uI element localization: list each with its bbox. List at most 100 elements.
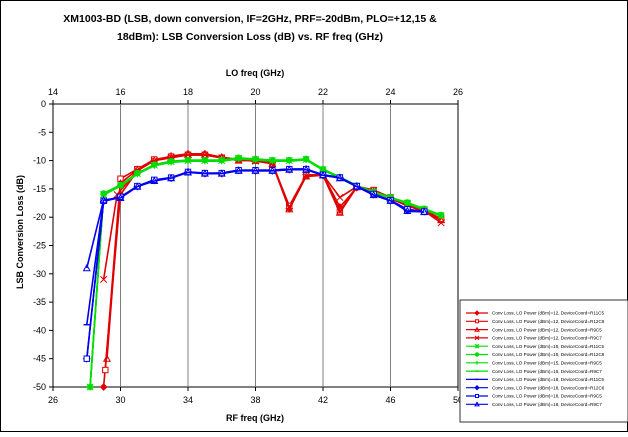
series-12-point — [403, 206, 412, 215]
y-tick-label: -45 — [33, 354, 46, 364]
series-8-line — [89, 157, 442, 388]
x2-tick-label: 24 — [385, 87, 395, 97]
series-4-point — [201, 151, 209, 159]
legend-item-10: Conv Loss, LO Power (dBm)=18, DeviceCoor… — [466, 384, 605, 391]
x-tick-label: 34 — [183, 395, 193, 405]
legend-swatch-marker — [474, 352, 480, 357]
legend-swatch-marker — [474, 384, 480, 391]
legend-item-7: Conv Loss, LO Power (dBm)=15, DeviceCoor… — [466, 361, 602, 366]
series-12-point — [217, 169, 226, 177]
series-1-point — [99, 383, 108, 391]
y-tick-label: -15 — [33, 184, 46, 194]
series-4-point — [285, 204, 293, 212]
tick-layer: 26 30 34 38 42 46 50 14 16 18 20 22 24 26 0 -5 -10 -15 -20… — [33, 87, 463, 405]
legend-label: Conv Loss, LO Power (dBm)=18, DeviceCoor… — [492, 402, 602, 407]
legend-item-8: Conv Loss, LO Power (dBm)=15, DeviceCoor… — [466, 369, 602, 374]
x2-tick-label: 20 — [250, 87, 260, 97]
series-12-point — [150, 176, 159, 185]
x2-tick-label: 14 — [48, 87, 58, 97]
y-axis-title: LSB Conversion Loss (dB) — [15, 175, 25, 289]
legend-swatch-marker — [475, 360, 479, 365]
x2-tick-label: 16 — [115, 87, 125, 97]
legend-item-1: Conv Loss, LO Power (dBm)=12, DeviceCoor… — [466, 310, 604, 316]
series-2-point — [117, 175, 124, 182]
series-12 — [82, 165, 429, 272]
series-12-point — [268, 166, 277, 174]
x2-tick-label: 22 — [318, 87, 328, 97]
series-12-point — [318, 171, 328, 179]
y-tick-label: -25 — [33, 241, 46, 251]
series-12-point — [234, 166, 243, 174]
series-12-point — [285, 165, 294, 173]
y-tick-label: -20 — [33, 212, 46, 222]
x-tick-label: 42 — [318, 395, 328, 405]
legend-label: Conv Loss, LO Power (dBm)=18, DeviceCoor… — [492, 385, 605, 390]
x-tick-label: 30 — [115, 395, 125, 405]
chart-title-line-1: XM1003-BD (LSB, down conversion, IF=2GHz… — [63, 13, 437, 25]
series-12-point — [369, 190, 378, 199]
series-12-point — [82, 263, 91, 272]
legend-label: Conv Loss, LO Power (dBm)=15, DeviceCoor… — [492, 352, 605, 357]
legend-swatch-marker — [474, 326, 480, 332]
legend-item-11: Conv Loss, LO Power (dBm)=18, DeviceCoor… — [466, 394, 602, 399]
x2-tick-label: 18 — [183, 87, 193, 97]
legend-swatch-marker — [474, 343, 480, 349]
series-12-point — [99, 195, 108, 204]
y-tick-label: -5 — [38, 127, 46, 137]
y-tick-label: -30 — [33, 269, 46, 279]
series-4-point — [100, 275, 108, 284]
legend-item-5: Conv Loss, LO Power (dBm)=15, DeviceCoor… — [466, 343, 604, 349]
series-4-point — [437, 219, 445, 227]
series-3-point — [335, 208, 344, 216]
x-tick-label: 46 — [385, 395, 395, 405]
series-2-point — [102, 366, 109, 374]
series-4-point — [302, 172, 310, 180]
legend-swatch-marker — [474, 335, 480, 341]
y-tick-label: -10 — [33, 156, 46, 166]
legend-label: Conv Loss, LO Power (dBm)=12, DeviceCoor… — [492, 336, 602, 341]
legend-label: Conv Loss, LO Power (dBm)=18, DeviceCoor… — [492, 394, 602, 399]
series-4-point — [336, 193, 344, 201]
x-tick-label: 50 — [453, 395, 463, 405]
legend-label: Conv Loss, LO Power (dBm)=12, DeviceCoor… — [492, 311, 604, 316]
series-12-point — [386, 196, 395, 204]
legend-label: Conv Loss, LO Power (dBm)=12, DeviceCoor… — [492, 327, 602, 332]
legend-swatch-marker — [474, 401, 480, 407]
series-12-point — [183, 168, 193, 176]
legend-label: Conv Loss, LO Power (dBm)=15, DeviceCoor… — [492, 369, 602, 374]
series-11-point — [83, 355, 90, 362]
chart-title-line-2: 18dBm): LSB Conversion Loss (dB) vs. RF … — [117, 31, 383, 43]
series-12-point — [352, 182, 361, 190]
x-axis-title: RF freq (GHz) — [226, 413, 284, 423]
series-12-point — [167, 173, 176, 182]
legend-item-4: Conv Loss, LO Power (dBm)=12, DeviceCoor… — [466, 335, 602, 341]
y-tick-label: -40 — [33, 325, 46, 335]
legend-item-6: Conv Loss, LO Power (dBm)=15, DeviceCoor… — [466, 352, 605, 357]
legend-label: Conv Loss, LO Power (dBm)=15, DeviceCoor… — [492, 344, 604, 349]
legend-box — [459, 299, 628, 423]
series-layer — [82, 149, 446, 391]
legend-item-2: Conv Loss, LO Power (dBm)=12, DeviceCoor… — [466, 319, 605, 324]
legend-item-12: Conv Loss, LO Power (dBm)=18, DeviceCoor… — [466, 401, 602, 407]
series-12-point — [133, 182, 142, 190]
legend-label: Conv Loss, LO Power (dBm)=15, DeviceCoor… — [492, 361, 602, 366]
x2-tick-label: 26 — [453, 87, 463, 97]
series-12-line — [86, 168, 425, 269]
legend-item-3: Conv Loss, LO Power (dBm)=12, DeviceCoor… — [466, 326, 602, 332]
y-tick-label: 0 — [41, 99, 46, 109]
series-4-point — [184, 151, 192, 159]
x2-axis-title: LO freq (GHz) — [226, 68, 285, 78]
series-12-point — [251, 166, 260, 174]
x-tick-label: 26 — [48, 395, 58, 405]
legend-swatch-marker — [474, 310, 480, 316]
series-12-point — [420, 207, 429, 216]
legend-label: Conv Loss, LO Power (dBm)=18, DeviceCoor… — [492, 377, 604, 382]
series-12-point — [200, 169, 209, 177]
series-12-point — [302, 165, 311, 173]
y-tick-label: -50 — [33, 382, 46, 392]
y-tick-label: -35 — [33, 297, 46, 307]
legend-label: Conv Loss, LO Power (dBm)=12, DeviceCoor… — [492, 319, 605, 324]
legend-swatch-marker — [475, 394, 479, 398]
